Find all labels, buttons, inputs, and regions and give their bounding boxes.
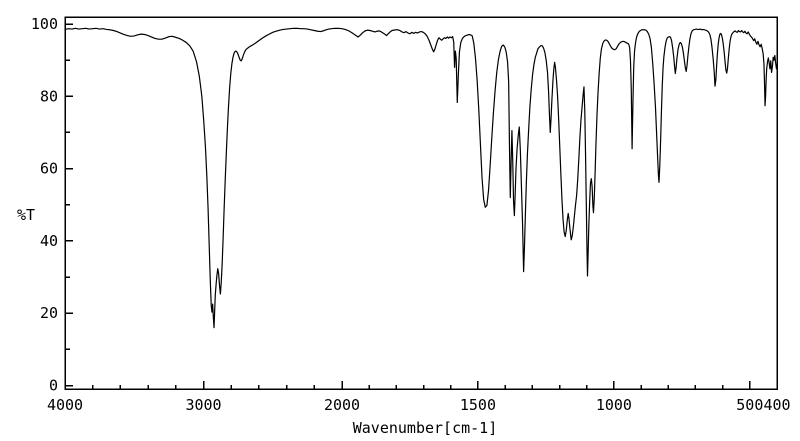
x-axis-label: Wavenumber[cm-1]	[353, 419, 498, 437]
y-tick-label: 20	[40, 304, 58, 322]
y-tick-label: 40	[40, 232, 58, 250]
axis-ticks	[64, 23, 751, 389]
x-tick-label: 2000	[324, 396, 360, 414]
x-tick-label: 400	[763, 396, 790, 414]
x-tick-label: 4000	[47, 396, 83, 414]
x-tick-label: 1500	[460, 396, 496, 414]
spectrum-curve	[64, 27, 778, 329]
y-tick-label: 60	[40, 160, 58, 178]
y-tick-label: 0	[49, 377, 58, 395]
y-tick-label: 100	[31, 15, 58, 33]
x-tick-label: 500	[736, 396, 763, 414]
x-tick-label: 1000	[596, 396, 632, 414]
y-axis-label: %T	[17, 206, 35, 224]
plot-frame	[64, 16, 778, 390]
plot-frame-rect	[64, 16, 778, 390]
x-tick-label: 3000	[185, 396, 221, 414]
y-tick-label: 80	[40, 87, 58, 105]
